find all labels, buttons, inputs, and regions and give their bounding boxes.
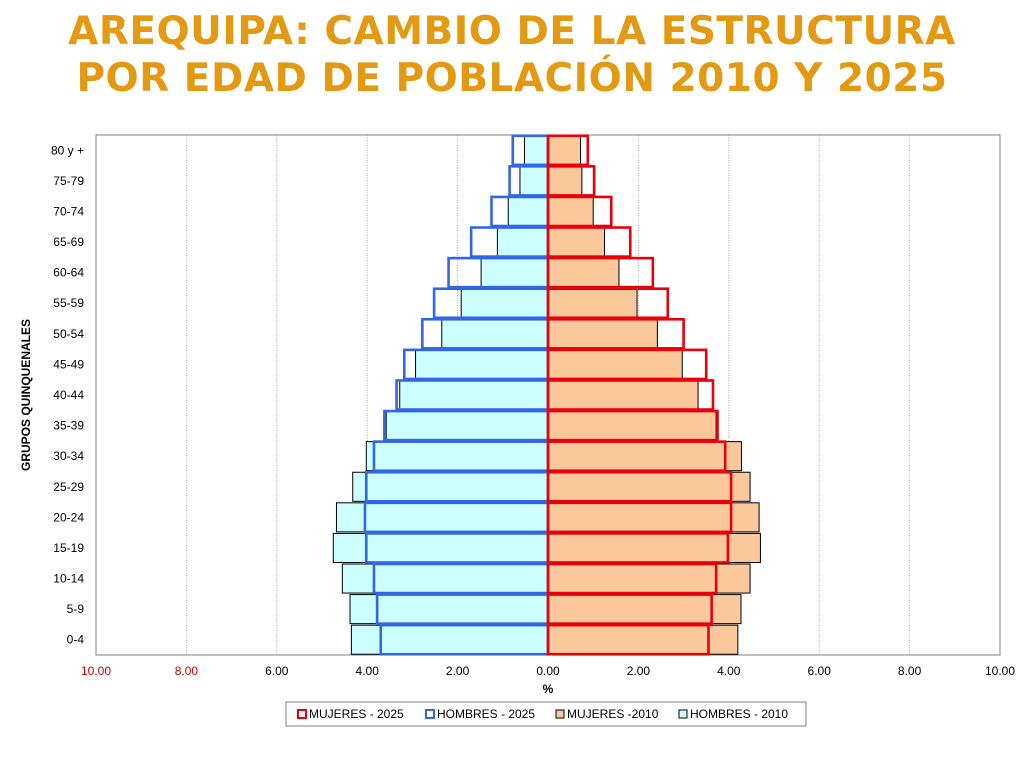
legend-label: HOMBRES - 2010	[690, 707, 788, 721]
category-label: 10-14	[53, 572, 84, 586]
category-label: 25-29	[53, 480, 84, 494]
category-label: 50-54	[53, 327, 84, 341]
bars	[332, 134, 761, 656]
chart-title-line-2: POR EDAD DE POBLACIÓN 2010 Y 2025	[76, 56, 948, 101]
x-tick-label: 2.00	[627, 664, 651, 678]
bar-mujeres-2025	[546, 379, 715, 411]
category-label: 5-9	[67, 602, 85, 616]
category-label: 55-59	[53, 296, 84, 310]
legend: MUJERES - 2025 HOMBRES - 2025 MUJERES -201…	[285, 701, 807, 727]
bar-mujeres-2025	[546, 165, 596, 197]
bar-hombres-2010	[480, 257, 549, 288]
bar-hombres-2010	[350, 624, 549, 655]
bar-mujeres-2025	[546, 348, 708, 381]
x-tick-label: 0.00	[536, 664, 560, 678]
bar-mujeres-2025	[546, 623, 710, 656]
category-label: 30-34	[53, 449, 84, 463]
legend-swatch	[425, 709, 435, 719]
bar-hombres-2010	[352, 471, 549, 502]
bar-mujeres-2010	[547, 288, 638, 319]
category-label: 15-19	[53, 541, 84, 555]
legend-box	[285, 701, 807, 727]
bar-mujeres-2025	[546, 470, 733, 503]
bar-mujeres-2010	[547, 471, 751, 502]
category-label: 20-24	[53, 510, 84, 524]
bar-mujeres-2010	[547, 441, 742, 472]
bar-mujeres-2010	[547, 594, 742, 625]
bar-mujeres-2025	[546, 226, 632, 258]
category-label: 80 y +	[51, 143, 84, 157]
bar-mujeres-2010	[547, 318, 658, 349]
bar-hombres-2010	[523, 135, 549, 166]
legend-swatch	[678, 709, 688, 719]
x-tick-label: 4.00	[356, 664, 380, 678]
bar-hombres-2010	[335, 502, 549, 533]
legend-swatch	[297, 709, 307, 719]
legend-label: HOMBRES - 2025	[437, 707, 535, 721]
bar-mujeres-2010	[547, 502, 760, 533]
legend-swatch	[555, 709, 565, 719]
chart-title: AREQUIPA: CAMBIO DE LA ESTRUCTURA POR ED…	[0, 8, 1024, 102]
bar-mujeres-2025	[546, 195, 613, 228]
bar-hombres-2010	[507, 196, 549, 227]
x-tick-label: 6.00	[808, 664, 832, 678]
chart-title-line-1: AREQUIPA: CAMBIO DE LA ESTRUCTURA	[68, 9, 956, 54]
x-tick-label: 8.00	[175, 664, 199, 678]
bar-mujeres-2010	[547, 349, 683, 380]
x-tick-label: 6.00	[265, 664, 289, 678]
axes: 0-4 5-9 10-14 15-19 20-24 25-29 30-34 35-39 40-4…	[19, 143, 1015, 696]
bar-hombres-2010	[496, 227, 549, 258]
bar-mujeres-2025	[546, 440, 727, 473]
bar-mujeres-2010	[547, 379, 699, 411]
bar-hombres-2010	[385, 410, 549, 441]
x-tick-label: 10.00	[81, 664, 111, 678]
bar-mujeres-2025	[546, 317, 685, 350]
category-label: 35-39	[53, 419, 84, 433]
bar-mujeres-2010	[547, 257, 620, 288]
legend-label: MUJERES - 2025	[309, 707, 404, 721]
bar-mujeres-2010	[547, 196, 594, 227]
bar-mujeres-2010	[547, 563, 751, 594]
bar-mujeres-2010	[547, 227, 605, 258]
x-tick-label: 10.00	[985, 664, 1015, 678]
bar-mujeres-2025	[546, 562, 718, 595]
category-label: 40-44	[53, 388, 84, 402]
bar-mujeres-2025	[546, 501, 733, 534]
category-label: 70-74	[53, 204, 84, 218]
bar-mujeres-2025	[546, 532, 730, 564]
bar-hombres-2010	[460, 288, 549, 319]
bar-mujeres-2025	[546, 134, 590, 167]
category-label: 65-69	[53, 235, 84, 249]
bar-mujeres-2025	[546, 256, 655, 289]
bar-hombres-2010	[519, 165, 549, 196]
bar-mujeres-2010	[547, 165, 583, 196]
x-tick-label: 4.00	[717, 664, 741, 678]
legend-label: MUJERES -2010	[567, 707, 659, 721]
y-axis-title: GRUPOS QUINQUENALES	[19, 319, 33, 471]
category-label: 0-4	[67, 633, 85, 647]
bar-mujeres-2025	[546, 593, 713, 625]
x-tick-label: 2.00	[446, 664, 470, 678]
x-tick-label: 8.00	[898, 664, 922, 678]
bar-mujeres-2025	[546, 409, 719, 442]
bar-mujeres-2025	[546, 287, 670, 320]
bar-mujeres-2010	[547, 532, 761, 563]
bar-hombres-2010	[399, 379, 549, 411]
category-label: 45-49	[53, 357, 84, 371]
bar-hombres-2010	[415, 349, 549, 380]
bar-hombres-2010	[349, 594, 549, 625]
bar-hombres-2010	[441, 318, 549, 349]
category-label: 75-79	[53, 174, 84, 188]
bar-mujeres-2010	[547, 410, 717, 441]
bar-mujeres-2010	[547, 135, 582, 166]
bar-hombres-2010	[365, 441, 549, 472]
category-label: 60-64	[53, 266, 84, 280]
x-axis-title: %	[543, 682, 554, 696]
